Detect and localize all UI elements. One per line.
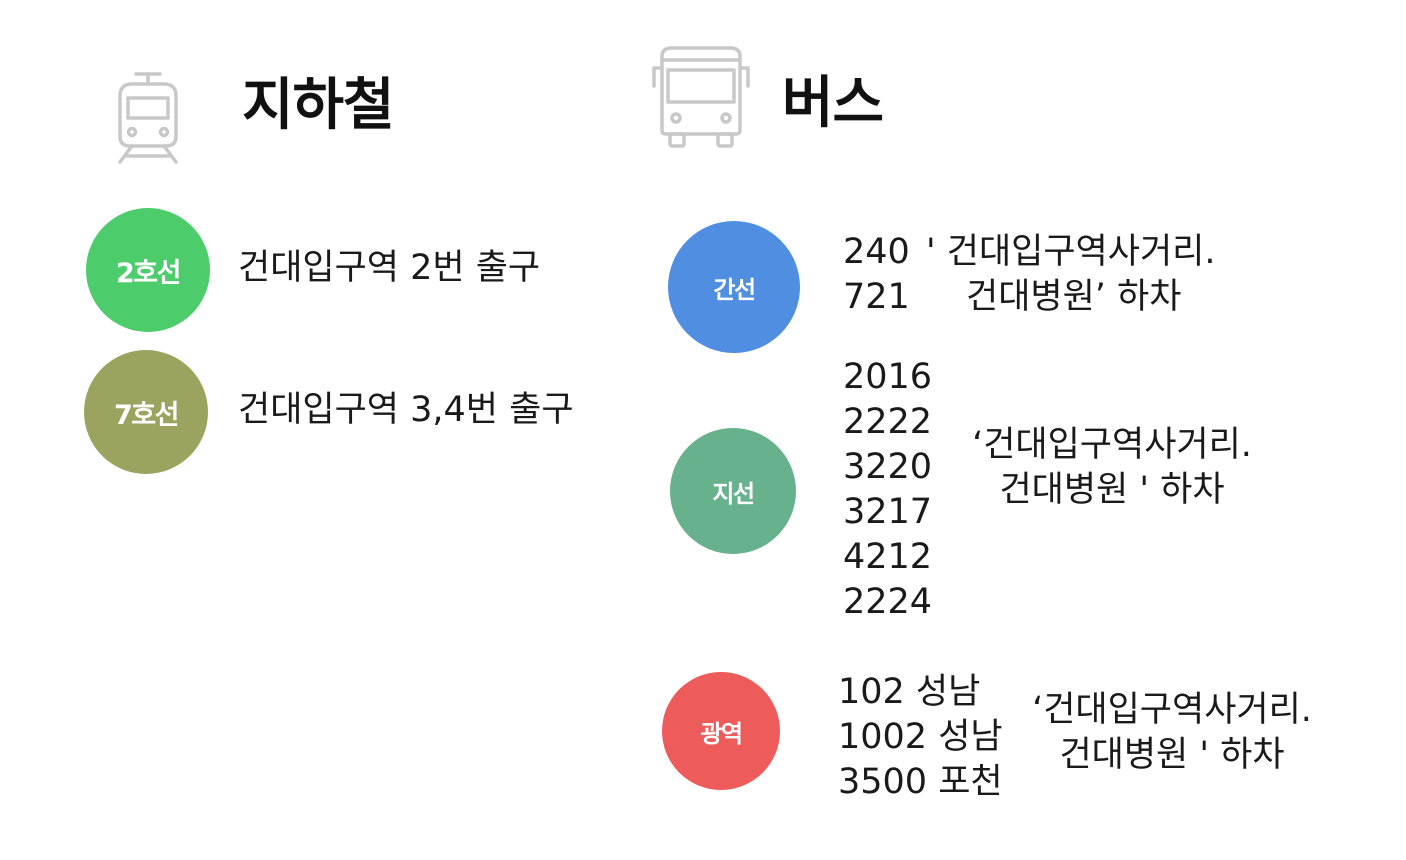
bus-number: 2222 [843,402,933,442]
bus-number: 2224 [843,582,933,622]
wide-area-bus-numbers: 102 성남 1002 성남 3500 포천 [838,670,1003,805]
line-2-badge: 2호선 [86,208,210,332]
branch-bus-numbers: 2016 2222 3220 3217 4212 2224 [843,355,932,625]
stop-line-2: 건대병원 ' 하차 [1059,735,1285,775]
line-2-exit: 건대입구역 2번 출구 [238,248,541,288]
stop-line-2: 건대병원 ' 하차 [999,470,1225,510]
bus-number: 1002 성남 [838,717,1003,757]
stop-line-1: ‘건대입구역사거리. [972,425,1252,465]
bus-number: 102 성남 [838,672,981,712]
stop-line-1: ‘건대입구역사거리. [1032,690,1312,730]
wide-area-bus-badge: 광역 [662,672,780,790]
stop-line-1: ' 건대입구역사거리. [926,232,1216,272]
bus-number: 240 [843,232,910,272]
trunk-bus-numbers: 240 721 [843,230,910,320]
bus-number: 4212 [843,537,933,577]
bus-number: 3217 [843,492,933,532]
bus-icon [646,44,756,150]
bus-number: 3220 [843,447,933,487]
bus-number: 721 [843,277,910,317]
branch-bus-badge: 지선 [670,428,796,554]
train-icon [106,70,190,166]
bus-number: 2016 [843,357,933,397]
wide-area-bus-stop: ‘건대입구역사거리. 건대병원 ' 하차 [1022,688,1322,778]
bus-section-title: 버스 [782,71,884,136]
trunk-bus-stop: ' 건대입구역사거리. 건대병원’ 하차 [926,230,1215,320]
line-7-exit: 건대입구역 3,4번 출구 [238,390,574,430]
trunk-bus-badge: 간선 [668,221,800,353]
stop-line-2: 건대병원’ 하차 [966,277,1182,317]
branch-bus-stop: ‘건대입구역사거리. 건대병원 ' 하차 [962,423,1262,513]
subway-section-title: 지하철 [242,73,395,138]
line-7-badge: 7호선 [84,350,208,474]
bus-number: 3500 포천 [838,762,1003,802]
